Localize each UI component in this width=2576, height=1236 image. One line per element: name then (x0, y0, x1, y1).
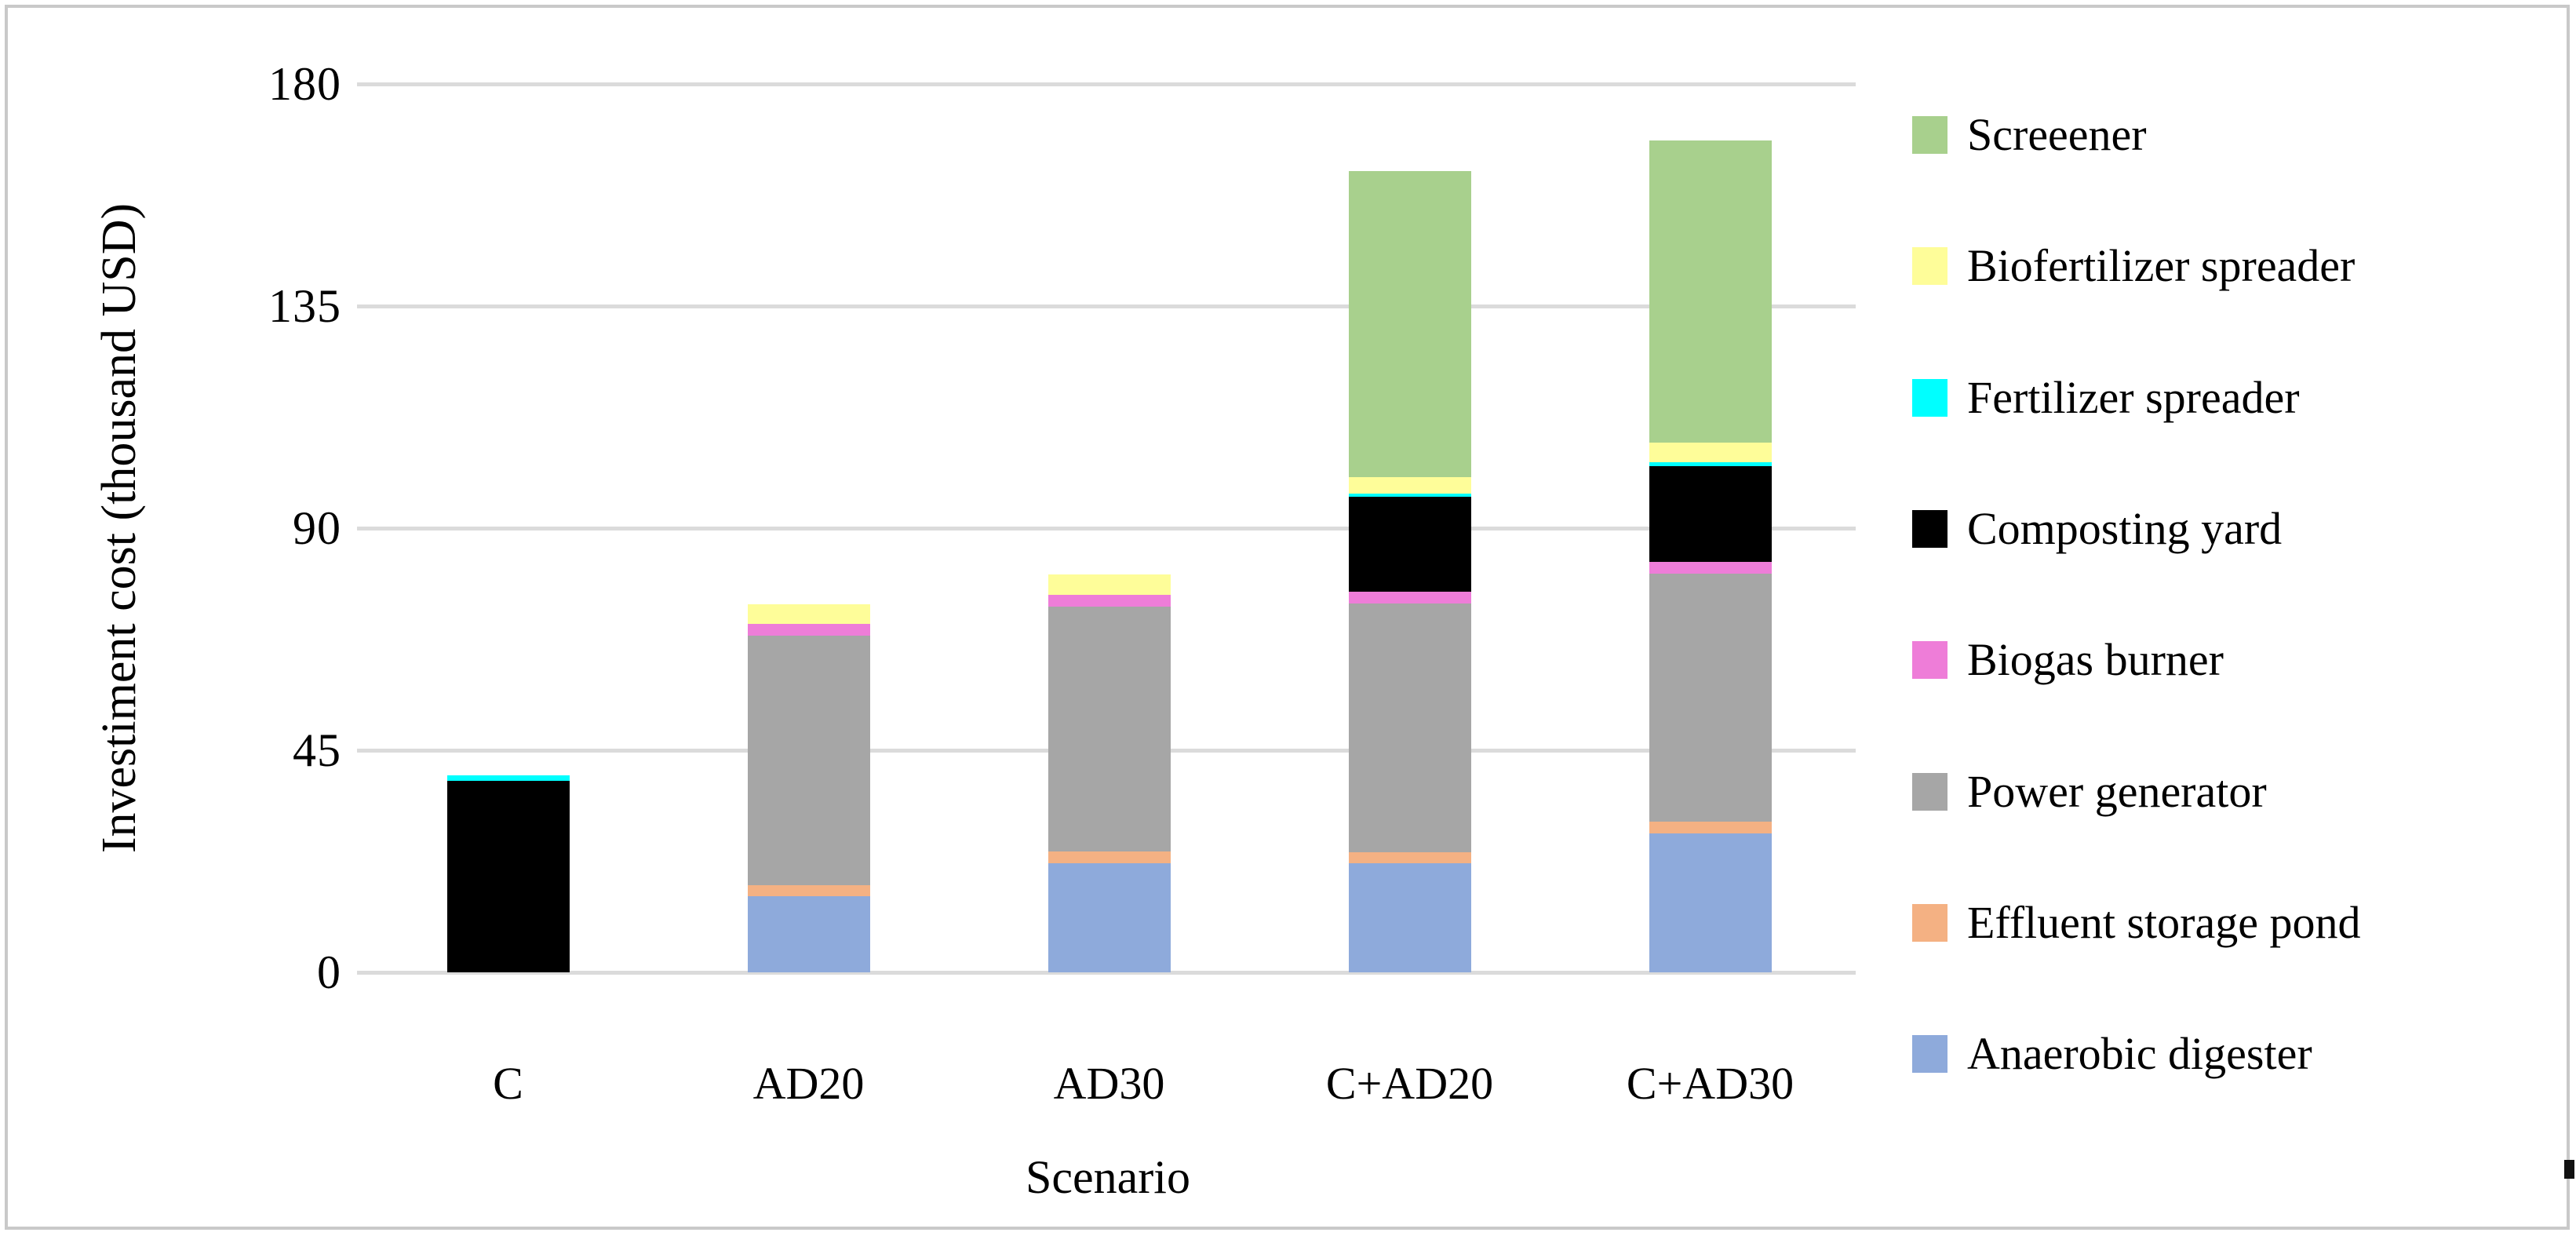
x-axis-title: Scenario (1026, 1151, 1190, 1203)
segment-C+AD20-composting-yard (1348, 497, 1471, 592)
segment-C+AD20-biofertilizer-spreader (1348, 477, 1471, 494)
y-tick-label-135: 135 (268, 280, 341, 332)
x-tick-label-AD20: AD20 (752, 1058, 865, 1109)
segment-C+AD30-power-generator (1649, 573, 1772, 822)
legend-label: Effluent storage pond (1967, 896, 2361, 948)
segment-C+AD20-biogas-burner (1348, 592, 1471, 604)
y-tick-label-180: 180 (268, 58, 341, 110)
segment-C+AD30-fertilizer-spreader (1649, 462, 1772, 467)
segment-AD20-anaerobic-digester (747, 896, 870, 972)
gridline-90 (357, 526, 1856, 530)
bar-AD30 (1048, 574, 1171, 972)
segment-C+AD30-screeener (1649, 140, 1772, 443)
legend-swatch-icon (1912, 247, 1947, 286)
segment-C+AD20-anaerobic-digester (1348, 863, 1471, 972)
x-tick-label-C: C (493, 1058, 523, 1109)
legend-swatch-icon (1912, 509, 1947, 548)
segment-AD20-biogas-burner (747, 624, 870, 636)
segment-C+AD20-power-generator (1348, 603, 1471, 853)
segment-AD30-power-generator (1048, 607, 1171, 851)
segment-AD30-biofertilizer-spreader (1048, 574, 1171, 595)
y-tick-label-45: 45 (293, 724, 341, 776)
legend-label: Biofertilizer spreader (1967, 240, 2356, 292)
gridline-135 (357, 304, 1856, 308)
y-axis-title: Investiment cost (thousand USD) (93, 202, 146, 854)
bar-AD20 (747, 603, 870, 972)
segment-AD30-effluent-storage-pond (1048, 851, 1171, 863)
segment-C+AD20-screeener (1348, 171, 1471, 478)
legend-label: Anaerobic digester (1967, 1028, 2312, 1080)
gridline-0 (357, 970, 1856, 975)
bar-C+AD30 (1649, 140, 1772, 972)
legend-label: Screeener (1967, 109, 2147, 160)
segment-C+AD30-biofertilizer-spreader (1649, 443, 1772, 463)
x-tick-label-C+AD30: C+AD30 (1626, 1058, 1794, 1109)
legend-label: Composting yard (1967, 502, 2283, 554)
segment-AD20-power-generator (747, 636, 870, 885)
legend-label: Fertilizer spreader (1967, 371, 2300, 423)
segment-C+AD30-effluent-storage-pond (1649, 822, 1772, 834)
segment-AD30-anaerobic-digester (1048, 863, 1171, 972)
legend-label: Power generator (1967, 765, 2267, 817)
segment-AD30-biogas-burner (1048, 594, 1171, 607)
segment-C+AD20-fertilizer-spreader (1348, 493, 1471, 498)
x-tick-label-AD30: AD30 (1053, 1058, 1165, 1109)
chart-legend: Screeener Biofertilizer spreader Fertilize… (1912, 0, 2571, 1236)
y-tick-label-90: 90 (293, 502, 341, 554)
segment-AD20-effluent-storage-pond (747, 884, 870, 897)
segment-AD20-biofertilizer-spreader (747, 603, 870, 624)
legend-swatch-icon (1912, 378, 1947, 417)
bar-C+AD20 (1348, 171, 1471, 972)
figure-border (5, 5, 2570, 1230)
legend-label: Biogas burner (1967, 634, 2224, 686)
legend-swatch-icon (1912, 641, 1947, 680)
segment-C+AD30-biogas-burner (1649, 561, 1772, 574)
bar-C (446, 775, 570, 972)
segment-C-composting-yard (446, 780, 570, 972)
segment-C-fertilizer-spreader (446, 775, 570, 781)
x-tick-label-C+AD20: C+AD20 (1325, 1058, 1494, 1109)
y-tick-label-0: 0 (317, 946, 341, 998)
legend-swatch-icon (1912, 903, 1947, 942)
stray-mark (2564, 1160, 2574, 1179)
gridline-180 (357, 82, 1856, 86)
legend-swatch-icon (1912, 1035, 1947, 1074)
segment-C+AD30-anaerobic-digester (1649, 833, 1772, 972)
legend-swatch-icon (1912, 772, 1947, 811)
segment-C+AD30-composting-yard (1649, 466, 1772, 562)
legend-swatch-icon (1912, 116, 1947, 154)
segment-C+AD20-effluent-storage-pond (1348, 852, 1471, 863)
